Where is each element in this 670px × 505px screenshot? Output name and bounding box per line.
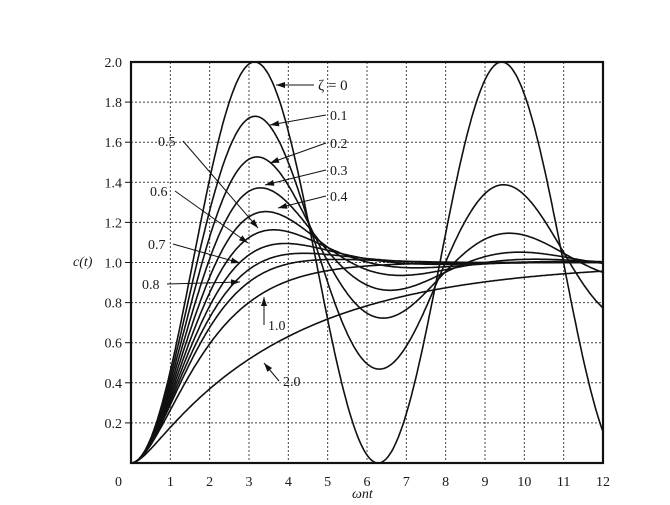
curve-zeta-0-2	[130, 156, 604, 464]
y-tick-label: 0.4	[105, 377, 123, 392]
arrowhead-icon	[261, 297, 267, 306]
annotation-leaders	[166, 82, 327, 382]
annotation-leader	[166, 281, 241, 285]
annotation-leader	[174, 190, 249, 244]
x-tick-label: 5	[324, 475, 331, 490]
annotation-label: ζ = 0	[318, 78, 348, 94]
annotation-label: 0.4	[330, 190, 348, 205]
curve-zeta-1	[130, 261, 603, 464]
annotation-leader	[264, 169, 327, 186]
arrowhead-icon	[238, 235, 248, 243]
curve-zeta-0-1	[130, 115, 604, 464]
x-tick-label: 1	[167, 475, 174, 490]
annotation-label: 0.6	[150, 185, 168, 200]
arrowhead-icon	[276, 82, 285, 88]
x-axis-ticks: 1 2 3 4 5 6 7 8 9 10 11 12	[167, 475, 610, 490]
annotation-label: 0.2	[330, 137, 348, 152]
annotation-label: 0.7	[148, 238, 166, 253]
x-tick-label: 8	[442, 475, 449, 490]
y-tick-label: 1.2	[105, 216, 123, 231]
x-tick-label: 3	[246, 475, 253, 490]
y-tick-label: 0.8	[105, 297, 123, 312]
x-tick-label: 2	[206, 475, 213, 490]
response-curves	[130, 61, 604, 464]
annotation-label: 2.0	[283, 375, 301, 390]
arrowhead-icon	[230, 257, 240, 264]
annotation-label: 0.1	[330, 109, 348, 124]
annotation-labels: ζ = 0 0.1 0.2 0.3 0.4 0.5 0.6 0.7 0.8 1.0 2.0	[142, 78, 348, 390]
annotation-leader	[182, 140, 259, 229]
arrowhead-icon	[264, 363, 273, 372]
annotation-leader	[269, 142, 327, 164]
x-tick-label: 10	[517, 475, 531, 490]
annotation-label: 0.3	[330, 164, 348, 179]
x-tick-label: 11	[557, 475, 570, 490]
y-axis-label: c(t)	[73, 255, 93, 270]
y-tick-label: 1.6	[105, 136, 123, 151]
y-tick-label: 0.2	[105, 417, 123, 432]
x-tick-label: 4	[285, 475, 292, 490]
arrowhead-icon	[265, 179, 275, 186]
curve-zeta-0-4	[130, 210, 604, 464]
annotation-label: 0.5	[158, 135, 176, 150]
arrowhead-icon	[270, 157, 280, 163]
x-tick-label: 9	[482, 475, 489, 490]
y-tick-label: 1.4	[105, 176, 123, 191]
y-tick-label: 0.6	[105, 337, 123, 352]
annotation-leader	[172, 243, 241, 264]
y-tick-label: 2.0	[105, 56, 123, 71]
x-axis-label: ωnt	[352, 487, 374, 502]
y-tick-label: 1.0	[105, 257, 123, 272]
x-tick-label: 6	[364, 475, 371, 490]
curve-zeta-2	[130, 270, 603, 464]
annotation-label: 0.8	[142, 278, 160, 293]
x-tick-label: 7	[403, 475, 410, 490]
y-tick-label: 0	[115, 475, 122, 490]
curve-zeta-0-3	[130, 187, 604, 464]
arrowhead-icon	[278, 202, 288, 209]
arrowhead-icon	[249, 219, 258, 228]
arrowhead-icon	[230, 279, 240, 286]
annotation-label: 1.0	[268, 319, 286, 334]
x-tick-label: 12	[596, 475, 610, 490]
annotation-leader	[269, 114, 327, 126]
arrowhead-icon	[270, 120, 280, 127]
y-axis-ticks: 0 0.2 0.4 0.6 0.8 1.0 1.2 1.4 1.6 1.8 2.0	[105, 56, 131, 490]
y-tick-label: 1.8	[105, 96, 123, 111]
curve-zeta-0	[130, 61, 604, 464]
